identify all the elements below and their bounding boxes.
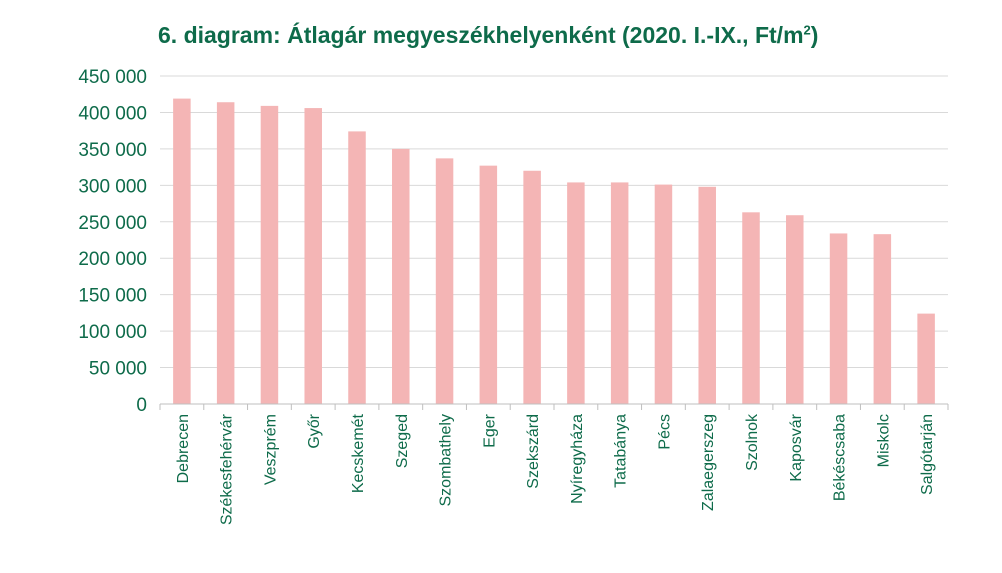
x-tick-label: Zalaegerszeg — [700, 414, 717, 511]
y-tick-label: 250 000 — [78, 213, 147, 234]
bar — [260, 105, 279, 404]
bar — [567, 182, 585, 404]
x-tick-label: Salgótarján — [919, 414, 936, 495]
y-tick-label: 400 000 — [78, 103, 147, 124]
x-axis-labels: Debrecen Székesfehérvár Veszprém Győr Kecske… — [175, 413, 936, 525]
bar — [479, 165, 498, 404]
x-tick-label: Veszprém — [262, 414, 279, 485]
bar — [742, 212, 760, 404]
y-tick-label: 50 000 — [89, 359, 147, 380]
bar — [523, 170, 541, 404]
y-tick-label: 150 000 — [78, 286, 147, 307]
bar — [216, 102, 235, 405]
bar — [173, 98, 191, 405]
x-tick-label: Miskolc — [875, 414, 892, 467]
bars — [173, 98, 935, 405]
x-tick-label: Szeged — [394, 414, 411, 468]
x-tick-label: Szolnok — [744, 413, 761, 471]
gridlines — [160, 75, 948, 369]
y-tick-label: 350 000 — [78, 140, 147, 161]
x-tick-label: Pécs — [656, 414, 673, 450]
bar — [304, 108, 322, 405]
bar — [610, 182, 629, 404]
chart-title-main: 6. diagram: Átlagár megyeszékhelyenként … — [158, 22, 804, 48]
x-tick-label: Szekszárd — [525, 414, 542, 489]
x-tick-label: Győr — [306, 413, 323, 448]
x-tick-label: Eger — [481, 413, 498, 447]
x-tick-label: Kaposvár — [788, 413, 805, 481]
x-axis — [159, 403, 949, 410]
y-tick-label: 450 000 — [78, 67, 147, 88]
bar — [348, 131, 366, 404]
x-tick-label: Debrecen — [175, 414, 192, 483]
x-tick-label: Tatabánya — [613, 414, 630, 488]
y-tick-label: 200 000 — [78, 249, 147, 270]
y-tick-label: 0 — [136, 395, 147, 416]
y-axis-ticks: 0 50 000 100 000 150 000 200 000 250 000 300 0… — [78, 67, 147, 416]
y-tick-label: 100 000 — [78, 322, 147, 343]
chart-title: 6. diagram: Átlagár megyeszékhelyenként … — [158, 22, 818, 49]
x-tick-label: Békéscsaba — [832, 414, 849, 501]
bar — [873, 234, 892, 404]
bar — [392, 148, 410, 404]
y-tick-label: 300 000 — [78, 176, 147, 197]
x-tick-label: Szombathely — [438, 414, 455, 507]
chart-title-end: ) — [810, 22, 819, 48]
x-tick-label: Kecskemét — [350, 413, 367, 493]
bar — [917, 313, 935, 404]
bar — [786, 215, 804, 404]
bar — [698, 186, 716, 404]
chart-title-superscript: 2 — [803, 22, 811, 38]
x-tick-label: Székesfehérvár — [219, 413, 236, 525]
x-tick-label: Nyíregyháza — [569, 414, 586, 504]
bar — [654, 184, 673, 404]
bar — [435, 158, 454, 404]
bar — [829, 233, 848, 404]
